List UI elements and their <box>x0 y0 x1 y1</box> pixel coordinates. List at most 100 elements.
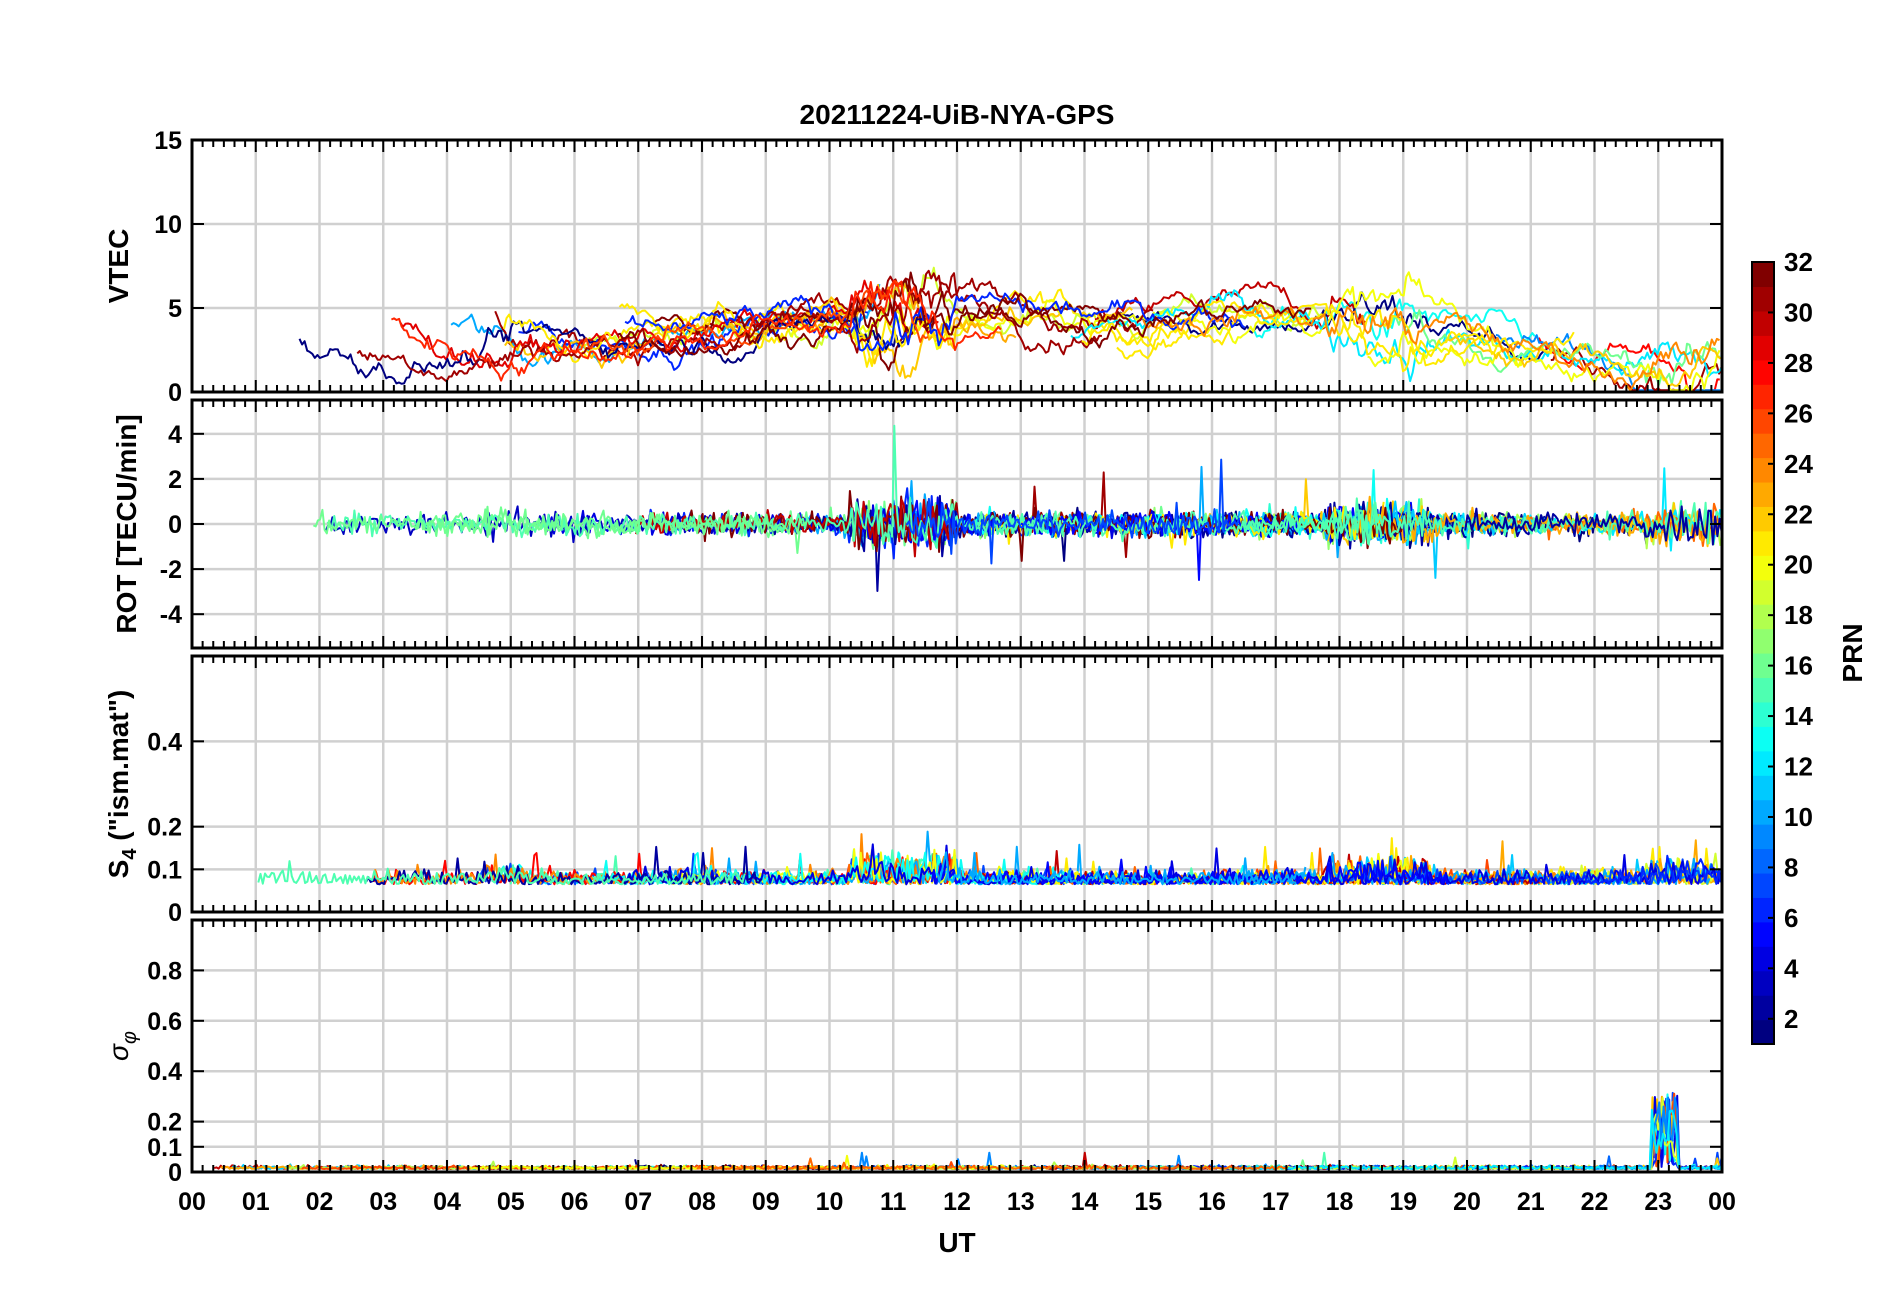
panel-frame <box>190 398 1724 650</box>
x-tick-label: 20 <box>1453 1188 1481 1216</box>
colorbar-step <box>1752 433 1774 459</box>
series-group <box>298 266 1722 392</box>
x-tick-label: 23 <box>1644 1188 1672 1216</box>
y-tick-label: 0 <box>168 379 182 407</box>
colorbar-step <box>1752 335 1774 361</box>
colorbar-step <box>1752 799 1774 825</box>
x-tick-label: 17 <box>1262 1188 1290 1216</box>
colorbar-step <box>1752 677 1774 703</box>
series-line-prn-1 <box>298 313 933 385</box>
colorbar-step <box>1752 1019 1774 1045</box>
x-tick-label: 00 <box>1708 1188 1736 1216</box>
y-tick-label: 2 <box>168 466 182 494</box>
colorbar-tick-label: 6 <box>1784 903 1798 933</box>
colorbar-tick-label: 20 <box>1784 550 1813 580</box>
series-line-prn-21 <box>503 301 949 365</box>
colorbar-step <box>1752 872 1774 898</box>
colorbar-step <box>1752 481 1774 507</box>
colorbar-tick-label: 10 <box>1784 802 1813 832</box>
colorbar-tick-label: 24 <box>1784 449 1813 479</box>
colorbar-step <box>1752 726 1774 752</box>
x-tick-label: 11 <box>880 1188 907 1216</box>
series-line-prn-22 <box>504 296 1133 379</box>
x-tick-label: 07 <box>624 1188 652 1216</box>
colorbar-tick-label: 8 <box>1784 852 1798 882</box>
y-tick-label: 10 <box>154 211 182 239</box>
x-tick-label: 02 <box>306 1188 334 1216</box>
y-tick-label: 0.4 <box>147 728 182 756</box>
series-line-prn-15 <box>976 497 1383 545</box>
panel-frame <box>190 654 1724 914</box>
series-group <box>257 830 1722 886</box>
colorbar-step <box>1752 995 1774 1021</box>
y-tick-label: 0.4 <box>147 1058 182 1086</box>
colorbar-step <box>1752 604 1774 630</box>
chart-title: 20211224-UiB-NYA-GPS <box>800 99 1115 130</box>
colorbar-step <box>1752 310 1774 336</box>
series-line-prn-2 <box>1464 505 1722 546</box>
x-tick-label: 03 <box>369 1188 397 1216</box>
colorbar-step <box>1752 530 1774 556</box>
colorbar-step <box>1752 775 1774 801</box>
panel-frame <box>190 918 1724 1174</box>
x-tick-label: 16 <box>1198 1188 1226 1216</box>
series-line-prn-32 <box>617 271 1312 358</box>
series-line-prn-6 <box>1565 854 1722 886</box>
series-line-prn-7 <box>905 458 1241 565</box>
panel-rot: -4 -2 0 2 4 ROT [TECU/min] <box>111 398 1724 650</box>
series-line-prn-24 <box>1142 305 1720 392</box>
colorbar-step <box>1752 848 1774 874</box>
x-tick-label: 08 <box>688 1188 716 1216</box>
colorbar-step <box>1752 946 1774 972</box>
colorbar-step <box>1752 970 1774 996</box>
colorbar-step <box>1752 457 1774 483</box>
panel-s4: 00.10.20.4S4 ("ism.mat") <box>103 654 1724 927</box>
colorbar-step <box>1752 579 1774 605</box>
x-tick-label: 06 <box>561 1188 589 1216</box>
colorbar-tick-label: 32 <box>1784 247 1813 277</box>
y-axis-label: σφ <box>103 1031 141 1061</box>
colorbar-step <box>1752 286 1774 312</box>
x-axis-label: UT <box>938 1227 975 1258</box>
colorbar-step <box>1752 628 1774 654</box>
x-tick-label: 12 <box>943 1188 971 1216</box>
y-tick-label: 0.1 <box>147 1134 182 1162</box>
x-tick-label: 14 <box>1071 1188 1099 1216</box>
y-axis-label: S4 ("ism.mat") <box>103 690 141 879</box>
x-tick-label: 04 <box>433 1188 461 1216</box>
colorbar-step <box>1752 262 1774 288</box>
colorbar-step <box>1752 701 1774 727</box>
y-tick-label: 0.2 <box>147 1109 182 1137</box>
y-tick-label: -4 <box>160 601 182 629</box>
minor-ticks <box>191 920 1723 1173</box>
y-tick-label: 0.2 <box>147 814 182 842</box>
colorbar-tick-label: 28 <box>1784 348 1813 378</box>
colorbar-frame <box>1751 261 1775 1045</box>
y-tick-label: 0 <box>168 1159 182 1187</box>
y-tick-label: 4 <box>168 421 182 449</box>
series-line-prn-6 <box>624 291 1246 352</box>
series-line-prn-15 <box>257 860 746 886</box>
colorbar-step <box>1752 408 1774 434</box>
colorbar-step <box>1752 921 1774 947</box>
series-line-prn-27 <box>391 280 1002 382</box>
x-tick-label: 15 <box>1134 1188 1162 1216</box>
series-line-prn-10 <box>936 851 1307 886</box>
y-axis-label: ROT [TECU/min] <box>111 414 142 633</box>
series-line-prn-12 <box>1070 289 1722 383</box>
y-tick-label: 0 <box>168 899 182 927</box>
series-line-prn-16 <box>312 505 808 539</box>
y-label-rest: ("ism.mat") <box>103 690 134 849</box>
x-tick-label: 00 <box>178 1188 206 1216</box>
colorbar-label: PRN <box>1837 623 1868 682</box>
x-tick-labels: 00 01 02 03 04 05 06 07 08 09 10 11 12 13 14 15 16 17 18 19… <box>178 1188 1736 1216</box>
series-line-prn-15 <box>326 424 1054 549</box>
colorbar-step <box>1752 653 1774 679</box>
colorbar-step <box>1752 897 1774 923</box>
x-tick-label: 18 <box>1326 1188 1354 1216</box>
colorbar-tick-label: 12 <box>1784 752 1813 782</box>
colorbar-tick-label: 18 <box>1784 600 1813 630</box>
